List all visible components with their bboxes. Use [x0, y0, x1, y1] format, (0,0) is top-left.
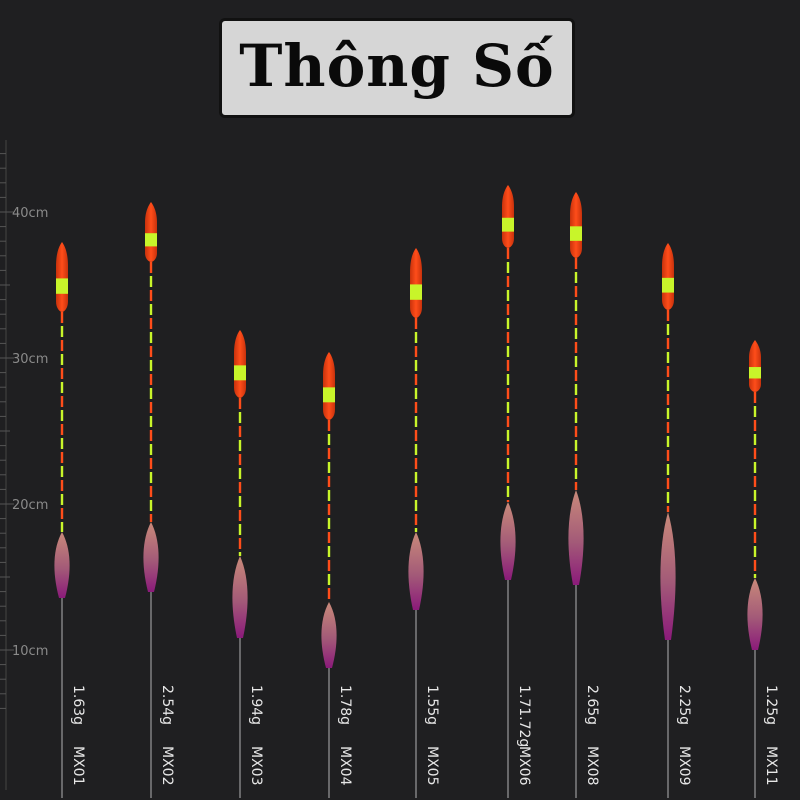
float-tip	[145, 202, 157, 262]
float-tip	[56, 242, 68, 312]
float-tip	[502, 185, 514, 248]
float-tip	[410, 248, 422, 318]
float-weight-label: 2.25g	[676, 685, 692, 725]
float-weight-label: 1.94g	[248, 685, 264, 725]
float-model-label: MX02	[159, 746, 175, 785]
float-weight-label: 1.71.72g	[516, 685, 532, 747]
float-tip	[662, 243, 674, 310]
scale-label: 30cm	[12, 352, 48, 367]
float-tip-band	[234, 365, 246, 381]
float-tip-band	[56, 278, 68, 294]
float-mx05: 1.55g MX05	[408, 248, 440, 798]
float-tip-band	[410, 284, 422, 300]
float-model-label: MX03	[248, 746, 264, 785]
float-weight-label: 2.54g	[159, 685, 175, 725]
float-tip	[570, 192, 582, 258]
float-body	[500, 502, 516, 580]
float-body	[321, 602, 337, 668]
float-body	[568, 490, 584, 585]
float-mx04: 1.78g MX04	[321, 352, 353, 798]
float-tip-band	[145, 233, 157, 247]
float-mx08: 2.65g MX08	[568, 192, 600, 798]
float-model-label: MX09	[676, 746, 692, 785]
float-body	[408, 532, 424, 610]
float-tip	[749, 340, 761, 392]
float-mx03: 1.94g MX03	[232, 330, 264, 798]
float-weight-label: 1.63g	[70, 685, 86, 725]
float-tip-band	[570, 226, 582, 241]
float-tip-band	[502, 217, 514, 232]
page-title: Thông Số	[239, 32, 555, 100]
float-tip	[323, 352, 335, 420]
scale-label: 10cm	[12, 644, 48, 659]
float-body	[54, 532, 70, 598]
float-weight-label: 2.65g	[584, 685, 600, 725]
float-body	[660, 512, 676, 640]
float-tip-band	[749, 367, 761, 379]
float-body	[143, 522, 159, 592]
float-body	[747, 578, 763, 650]
scale-label: 40cm	[12, 206, 48, 221]
float-tip-band	[323, 387, 335, 403]
float-model-label: MX04	[337, 746, 353, 786]
float-body	[232, 556, 248, 638]
float-model-label: MX08	[584, 746, 600, 785]
float-mx11: 1.25g MX11	[747, 340, 779, 798]
float-mx09: 2.25g MX09	[660, 243, 692, 798]
float-weight-label: 1.78g	[337, 685, 353, 725]
float-weight-label: 1.25g	[763, 685, 779, 725]
float-mx01: 1.63g MX01	[54, 242, 86, 798]
float-mx02: 2.54g MX02	[143, 202, 175, 798]
float-model-label: MX11	[763, 746, 779, 785]
float-weight-label: 1.55g	[424, 685, 440, 725]
float-model-label: MX01	[70, 746, 86, 785]
float-tip	[234, 330, 246, 398]
float-model-label: MX06	[516, 746, 532, 786]
title-box: Thông Số	[219, 18, 575, 118]
float-tip-band	[662, 277, 674, 293]
scale-label: 20cm	[12, 498, 48, 513]
float-model-label: MX05	[424, 746, 440, 785]
